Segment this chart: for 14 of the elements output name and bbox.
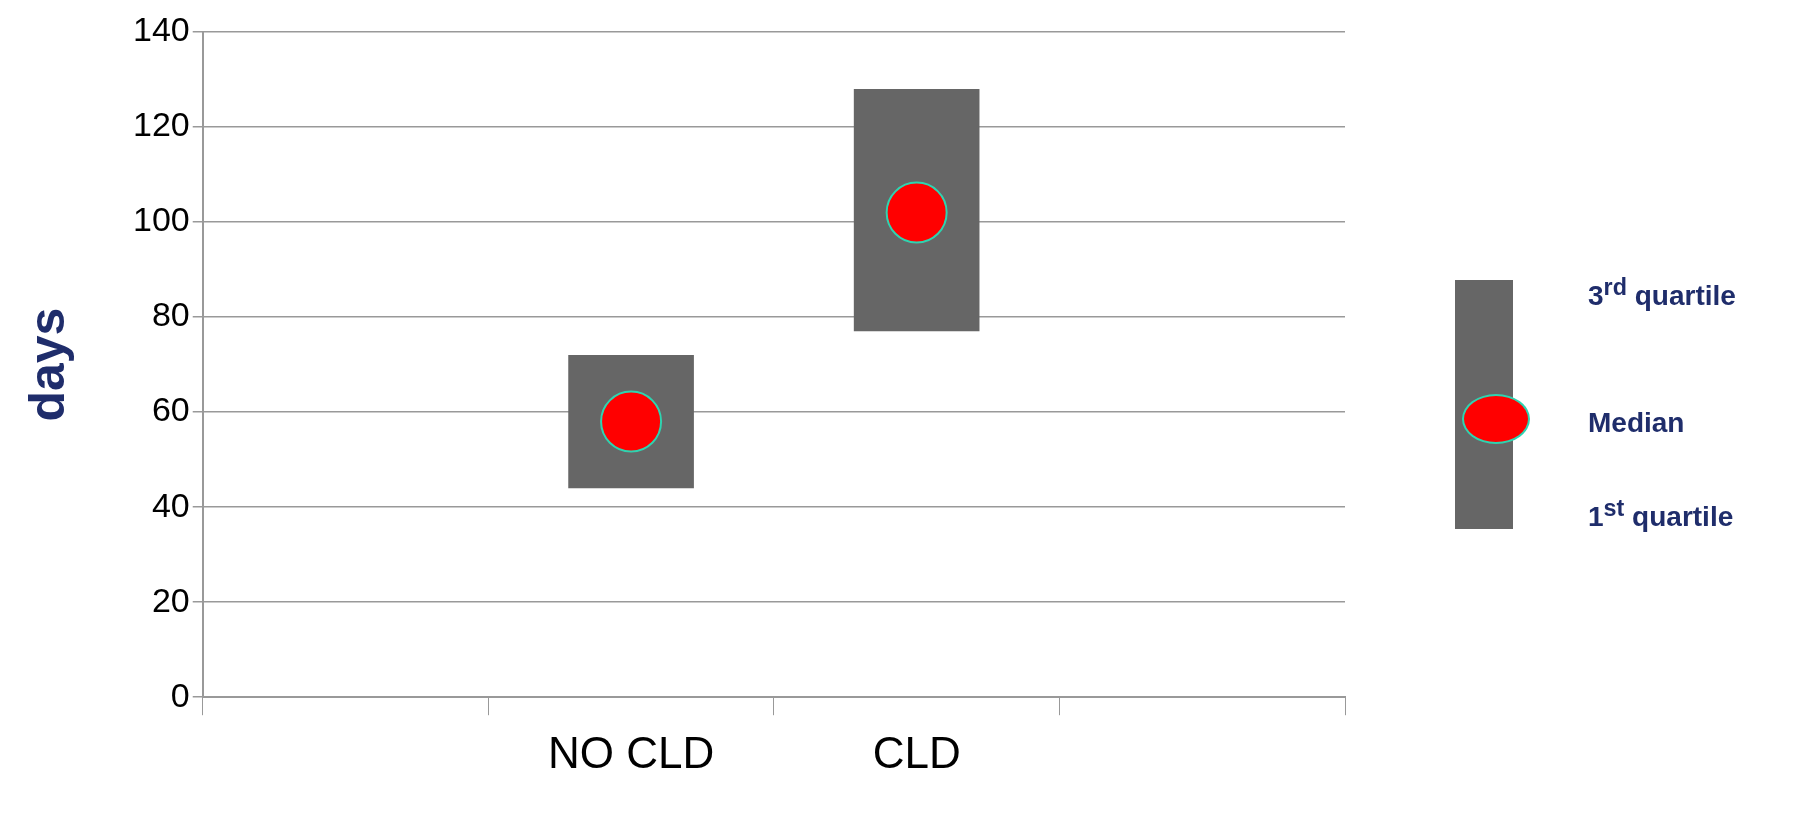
y-tick-label: 80	[151, 295, 190, 334]
y-tick-label: 100	[132, 200, 190, 239]
y-tick-label: 140	[132, 10, 190, 49]
y-tick-label: 20	[151, 580, 190, 619]
text: 1$^{st}$ quartile	[1588, 495, 1734, 534]
y-tick-label: 40	[151, 485, 190, 524]
y-tick-label: 0	[170, 675, 190, 714]
y-tick-label: 120	[132, 105, 190, 144]
text: 3$^{rd}$ quartile	[1588, 274, 1736, 313]
legend-label: Median	[1588, 407, 1685, 439]
y-axis-title: days	[18, 307, 75, 422]
x-tick-label: CLD	[872, 727, 961, 777]
x-tick-label: NO CLD	[547, 727, 715, 777]
y-tick-label: 60	[151, 390, 190, 429]
